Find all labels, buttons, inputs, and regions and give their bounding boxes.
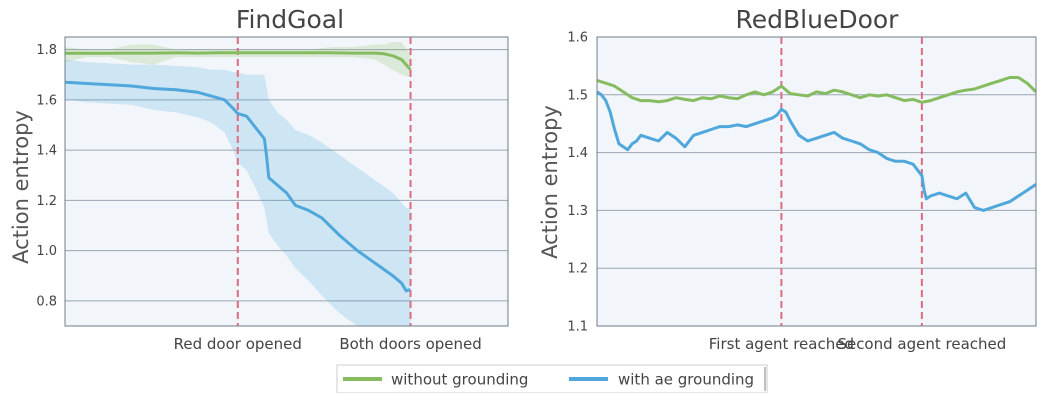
- y-tick-label: 1.6: [567, 31, 588, 46]
- series-line-without-grounding: [65, 51, 412, 71]
- legend-label-without-grounding: without grounding: [391, 371, 528, 389]
- chart-title: FindGoal: [236, 5, 344, 34]
- chart-redbluedoor: RedBlueDoor Action entropy 1.1 1.2 1.3 1.4 1…: [538, 5, 1037, 353]
- x-tick-label-both-doors-opened: Both doors opened: [339, 335, 481, 353]
- legend-box: [336, 364, 768, 393]
- plot-background: [65, 37, 508, 326]
- y-tick-label: 1.2: [36, 194, 57, 209]
- plot-area: [597, 37, 1036, 326]
- plot-area: [65, 37, 412, 326]
- y-tick-label: 0.8: [36, 294, 57, 309]
- y-axis-label: Action entropy: [9, 110, 33, 264]
- plot-frame: [64, 36, 509, 327]
- x-tick-label-second-agent-reached: Second agent reached: [837, 335, 1006, 353]
- plot-background: [597, 37, 1036, 326]
- y-tick-label: 1.5: [567, 88, 588, 103]
- y-tick-label: 1.3: [567, 204, 588, 219]
- y-tick-label: 1.2: [567, 262, 588, 277]
- y-tick-label: 1.1: [567, 320, 588, 335]
- y-tick-label: 1.4: [567, 146, 588, 161]
- y-tick-label: 1.6: [36, 93, 57, 108]
- plot-frame: [596, 36, 1037, 327]
- confidence-band-without-grounding: [65, 42, 411, 78]
- chart-findgoal: FindGoal Action entropy 0.8 1.0 1.2 1.4 1.6 1…: [9, 5, 509, 353]
- legend-label-with-ae-grounding: with ae grounding: [618, 371, 754, 389]
- x-tick-label-red-door-opened: Red door opened: [174, 335, 302, 353]
- x-tick-label-first-agent-reached: First agent reached: [709, 335, 854, 353]
- y-tick-label: 1.8: [36, 43, 57, 58]
- series-line-without-grounding: [597, 76, 1036, 104]
- y-tick-label: 1.0: [36, 244, 57, 259]
- chart-title: RedBlueDoor: [736, 5, 900, 34]
- y-axis-label: Action entropy: [538, 105, 562, 259]
- series-line-with-ae-grounding: [65, 80, 411, 293]
- legend: without grounding with ae grounding: [336, 364, 768, 393]
- series-line-with-ae-grounding: [597, 90, 1036, 212]
- confidence-band-with-ae-grounding: [65, 59, 411, 326]
- y-tick-label: 1.4: [36, 144, 57, 159]
